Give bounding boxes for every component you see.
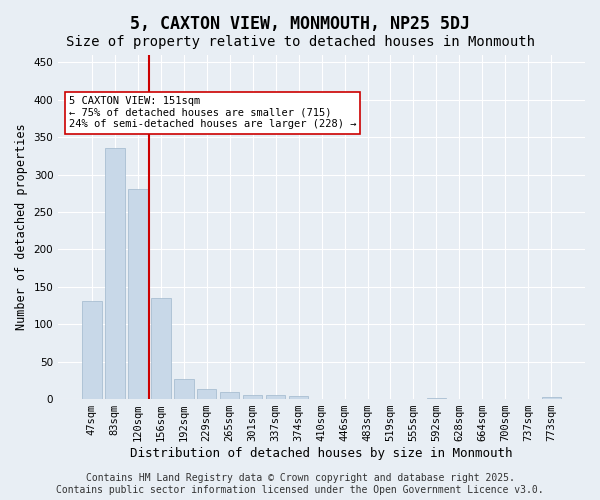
Bar [243, 394, 262, 399]
X-axis label: Distribution of detached houses by size in Monmouth: Distribution of detached houses by size … [130, 447, 513, 460]
Bar [266, 396, 286, 399]
Bar [151, 298, 170, 399]
Y-axis label: Number of detached properties: Number of detached properties [15, 124, 28, 330]
Bar [174, 379, 194, 399]
Bar [128, 189, 148, 399]
Bar [105, 148, 125, 399]
Text: 5, CAXTON VIEW, MONMOUTH, NP25 5DJ: 5, CAXTON VIEW, MONMOUTH, NP25 5DJ [130, 15, 470, 33]
Text: 5 CAXTON VIEW: 151sqm
← 75% of detached houses are smaller (715)
24% of semi-det: 5 CAXTON VIEW: 151sqm ← 75% of detached … [69, 96, 356, 130]
Text: Contains HM Land Registry data © Crown copyright and database right 2025.
Contai: Contains HM Land Registry data © Crown c… [56, 474, 544, 495]
Bar [289, 396, 308, 399]
Bar [220, 392, 239, 399]
Text: Size of property relative to detached houses in Monmouth: Size of property relative to detached ho… [65, 35, 535, 49]
Bar [542, 397, 561, 399]
Bar [427, 398, 446, 399]
Bar [82, 301, 101, 399]
Bar [197, 388, 217, 399]
